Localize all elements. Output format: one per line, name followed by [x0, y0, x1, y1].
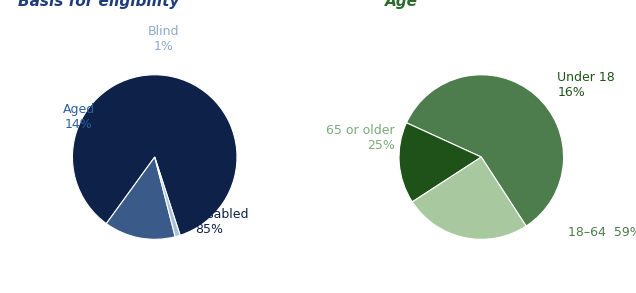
Text: Age: Age: [385, 0, 418, 9]
Wedge shape: [406, 75, 563, 226]
Wedge shape: [73, 75, 237, 235]
Wedge shape: [106, 157, 175, 239]
Wedge shape: [399, 123, 481, 202]
Text: Blind
1%: Blind 1%: [148, 25, 179, 53]
Text: Under 18
16%: Under 18 16%: [557, 71, 615, 99]
Wedge shape: [155, 157, 180, 237]
Wedge shape: [412, 157, 526, 239]
Text: 65 or older
25%: 65 or older 25%: [326, 124, 395, 152]
Text: Basis for eligibility: Basis for eligibility: [18, 0, 179, 9]
Text: Aged
14%: Aged 14%: [62, 103, 95, 131]
Text: Disabled
85%: Disabled 85%: [195, 208, 249, 236]
Text: 18–64  59%: 18–64 59%: [568, 226, 636, 239]
